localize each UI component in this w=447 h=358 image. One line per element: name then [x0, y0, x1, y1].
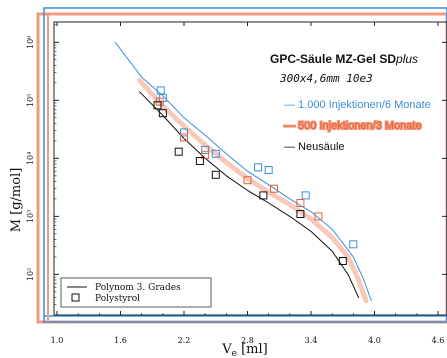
y-tick-label: 10⁴ [26, 152, 35, 165]
series-point-1 [270, 184, 278, 193]
series-point-2 [153, 101, 162, 110]
x-tick-label: 3.4 [305, 336, 318, 345]
x-tick-label: 2.8 [241, 336, 254, 345]
legend-entry-500: — 500 Injektionen/3 Monate [284, 120, 422, 132]
series-point-2 [296, 210, 305, 218]
series-points [153, 86, 358, 265]
series-point-1 [180, 133, 188, 142]
series-point-0 [180, 128, 188, 137]
plot-area [53, 21, 447, 316]
series-point-1 [314, 212, 323, 221]
series-point-0 [349, 240, 358, 249]
frame-blue [43, 7, 447, 323]
x-axis-label: Ve [ml] [221, 342, 267, 358]
legend-entry-neusaeule: — Neusäule [284, 141, 345, 153]
series-point-2 [259, 191, 268, 200]
marker-legend-box [60, 277, 212, 308]
series-point-0 [264, 166, 273, 174]
y-tick-label: 10² [26, 268, 35, 281]
series-point-0 [254, 163, 263, 172]
x-tick-label: 1.6 [114, 336, 127, 345]
marker-legend: Polynom 3. Grades Polystyrol [60, 277, 212, 308]
legend-polystyrol-label: Polystyrol [95, 294, 140, 304]
x-tick-label: 2.2 [178, 336, 191, 345]
chart-subtitle: 300x4,6mm 10e3 [279, 72, 373, 85]
legend-square-symbol [71, 293, 80, 302]
x-tick-label: 1.0 [51, 336, 64, 345]
legend-entry-1000: — 1.000 Injektionen/6 Monate [284, 99, 431, 111]
series-point-2 [211, 170, 220, 179]
x-tick-label: 4.6 [432, 336, 445, 345]
y-tick-label: 10³ [26, 210, 35, 223]
legend-polynom-label: Polynom 3. Grades [95, 283, 181, 293]
series-point-0 [211, 149, 220, 158]
series-point-2 [174, 147, 183, 156]
x-axis-ticks: 1.0 1.6 2.2 2.8 3.4 4.0 4.6 [51, 22, 445, 345]
series-point-0 [201, 145, 210, 154]
series-point-1 [296, 199, 305, 207]
series-point-1 [201, 150, 210, 159]
series-point-1 [243, 176, 252, 185]
y-axis-ticks: 10² 10³ 10⁴ 10⁵ 10⁶ [26, 24, 447, 316]
chart-title: GPC-Säule MZ-Gel SDplus [270, 52, 418, 66]
series-point-2 [158, 109, 167, 118]
series-point-0 [156, 86, 165, 95]
series-point-2 [338, 257, 347, 265]
series-point-2 [195, 157, 204, 165]
y-tick-label: 10⁶ [26, 36, 35, 49]
y-axis-label: M [g/mol] [9, 168, 24, 233]
x-tick-label: 4.0 [368, 336, 381, 345]
series-point-0 [301, 191, 310, 200]
y-tick-label: 10⁵ [26, 94, 35, 107]
series-line-1 [137, 78, 369, 304]
